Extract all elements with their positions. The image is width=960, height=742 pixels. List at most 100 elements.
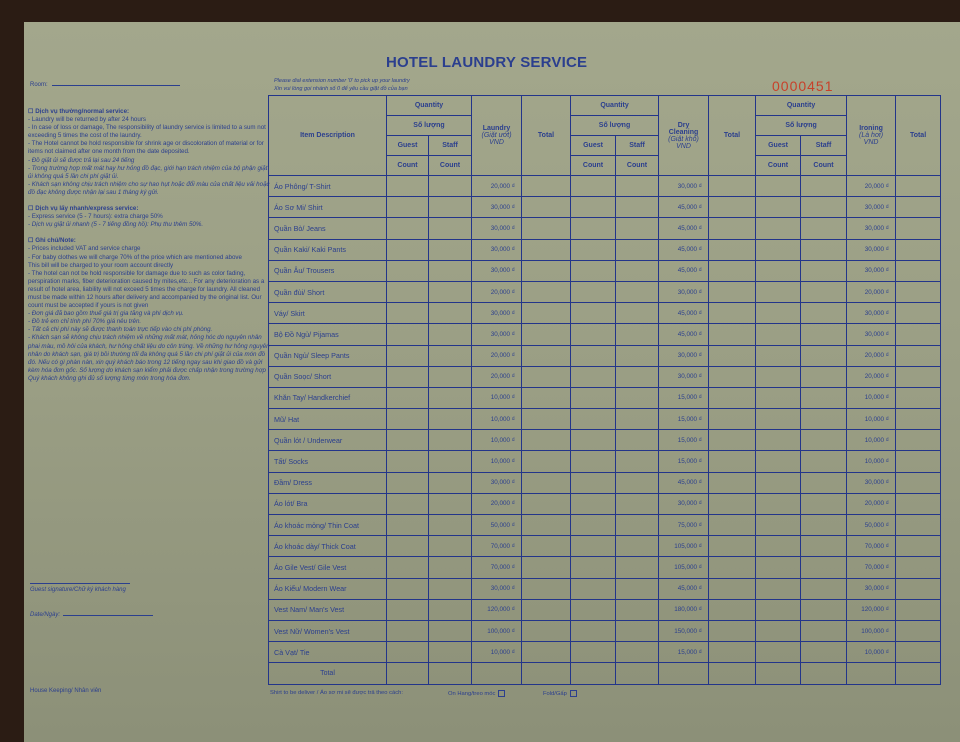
guest-count-cell[interactable] (755, 344, 802, 367)
total-cell[interactable] (386, 662, 429, 685)
total-cell[interactable] (427, 662, 473, 685)
ironing-total-cell[interactable] (895, 535, 942, 558)
room-input-line[interactable] (51, 85, 180, 86)
staff-count-cell[interactable] (427, 217, 473, 240)
guest-count-cell[interactable] (386, 259, 429, 282)
guest-count-cell[interactable] (755, 217, 802, 240)
staff-count-cell[interactable] (427, 408, 473, 431)
dry-cleaning-total-cell[interactable] (708, 598, 757, 621)
staff-count-cell[interactable] (427, 259, 473, 282)
staff-count-cell[interactable] (800, 302, 848, 325)
dry-cleaning-total-cell[interactable] (708, 365, 757, 388)
ironing-total-cell[interactable] (895, 259, 942, 282)
staff-count-cell[interactable] (615, 598, 660, 621)
ironing-total-cell[interactable] (895, 217, 942, 240)
guest-count-cell[interactable] (386, 323, 429, 346)
guest-count-cell[interactable] (386, 238, 429, 261)
staff-count-cell[interactable] (800, 598, 848, 621)
total-cell[interactable] (800, 662, 848, 685)
dry-cleaning-total-cell[interactable] (708, 323, 757, 346)
staff-count-cell[interactable] (800, 556, 848, 579)
staff-count-cell[interactable] (615, 513, 660, 537)
laundry-total-cell[interactable] (521, 619, 572, 643)
staff-count-cell[interactable] (427, 323, 473, 346)
staff-count-cell[interactable] (427, 280, 473, 304)
staff-count-cell[interactable] (615, 217, 660, 240)
fold-option[interactable]: Fold/Gấp (543, 690, 577, 697)
staff-count-cell[interactable] (800, 323, 848, 346)
laundry-total-cell[interactable] (521, 280, 572, 304)
guest-count-cell[interactable] (386, 365, 429, 388)
guest-count-cell[interactable] (755, 365, 802, 388)
total-cell[interactable] (708, 662, 757, 685)
ironing-total-cell[interactable] (895, 196, 942, 219)
ironing-total-cell[interactable] (895, 174, 942, 198)
staff-count-cell[interactable] (615, 556, 660, 579)
guest-count-cell[interactable] (570, 619, 617, 643)
ironing-total-cell[interactable] (895, 450, 942, 473)
staff-count-cell[interactable] (800, 238, 848, 261)
note-checkbox[interactable]: ☐ Ghi chú/Note: (28, 237, 76, 245)
guest-count-cell[interactable] (755, 238, 802, 261)
staff-count-cell[interactable] (800, 513, 848, 537)
guest-count-cell[interactable] (755, 429, 802, 452)
staff-count-cell[interactable] (615, 174, 660, 198)
laundry-total-cell[interactable] (521, 641, 572, 664)
total-cell[interactable] (521, 662, 572, 685)
guest-count-cell[interactable] (386, 471, 429, 494)
dry-cleaning-total-cell[interactable] (708, 259, 757, 282)
staff-count-cell[interactable] (800, 386, 848, 410)
staff-count-cell[interactable] (615, 429, 660, 452)
dry-cleaning-total-cell[interactable] (708, 450, 757, 473)
staff-count-cell[interactable] (615, 280, 660, 304)
guest-count-cell[interactable] (570, 598, 617, 621)
ironing-total-cell[interactable] (895, 513, 942, 537)
guest-count-cell[interactable] (386, 280, 429, 304)
dry-cleaning-total-cell[interactable] (708, 174, 757, 198)
laundry-total-cell[interactable] (521, 429, 572, 452)
dry-cleaning-total-cell[interactable] (708, 429, 757, 452)
guest-count-cell[interactable] (755, 513, 802, 537)
staff-count-cell[interactable] (615, 408, 660, 431)
laundry-total-cell[interactable] (521, 408, 572, 431)
staff-count-cell[interactable] (615, 259, 660, 282)
staff-count-cell[interactable] (427, 196, 473, 219)
guest-count-cell[interactable] (755, 492, 802, 516)
guest-count-cell[interactable] (755, 302, 802, 325)
guest-count-cell[interactable] (570, 280, 617, 304)
guest-count-cell[interactable] (386, 556, 429, 579)
ironing-total-cell[interactable] (895, 429, 942, 452)
guest-count-cell[interactable] (570, 429, 617, 452)
normal-service-checkbox[interactable]: ☐ Dịch vụ thường/normal service: (28, 108, 130, 115)
staff-count-cell[interactable] (800, 217, 848, 240)
laundry-total-cell[interactable] (521, 598, 572, 621)
staff-count-cell[interactable] (800, 577, 848, 600)
dry-cleaning-total-cell[interactable] (708, 196, 757, 219)
staff-count-cell[interactable] (615, 641, 660, 664)
guest-count-cell[interactable] (386, 174, 429, 198)
total-cell[interactable] (755, 662, 802, 685)
staff-count-cell[interactable] (800, 259, 848, 282)
staff-count-cell[interactable] (615, 196, 660, 219)
staff-count-cell[interactable] (615, 492, 660, 516)
guest-count-cell[interactable] (570, 323, 617, 346)
room-field[interactable]: Room: (30, 82, 180, 88)
guest-count-cell[interactable] (570, 174, 617, 198)
staff-count-cell[interactable] (615, 471, 660, 494)
staff-count-cell[interactable] (800, 471, 848, 494)
guest-count-cell[interactable] (570, 492, 617, 516)
ironing-total-cell[interactable] (895, 471, 942, 494)
guest-count-cell[interactable] (386, 535, 429, 558)
guest-count-cell[interactable] (570, 577, 617, 600)
staff-count-cell[interactable] (800, 174, 848, 198)
guest-count-cell[interactable] (386, 429, 429, 452)
staff-count-cell[interactable] (427, 471, 473, 494)
guest-count-cell[interactable] (755, 450, 802, 473)
staff-count-cell[interactable] (615, 323, 660, 346)
laundry-total-cell[interactable] (521, 577, 572, 600)
laundry-total-cell[interactable] (521, 535, 572, 558)
staff-count-cell[interactable] (427, 492, 473, 516)
staff-count-cell[interactable] (800, 408, 848, 431)
on-hanger-option[interactable]: On Hang/treo móc (448, 690, 506, 697)
ironing-total-cell[interactable] (895, 386, 942, 410)
